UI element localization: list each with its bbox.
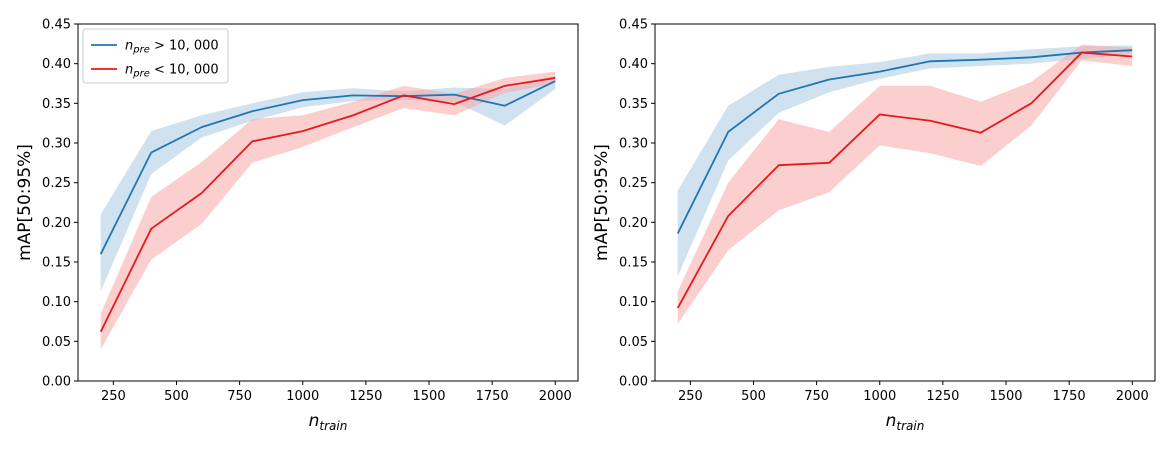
y-tick-label: 0.45 — [42, 18, 71, 33]
y-tick-label: 0.20 — [619, 216, 648, 231]
y-tick-label: 0.10 — [619, 295, 648, 310]
series-2-confidence-band — [100, 71, 556, 350]
y-tick-label: 0.20 — [42, 216, 71, 231]
y-tick-label: 0.25 — [42, 176, 71, 191]
x-tick-label: 1750 — [476, 389, 509, 404]
y-tick-label: 0.35 — [42, 97, 71, 112]
y-tick-label: 0.25 — [619, 176, 648, 191]
panel-2: 250 500 750 1000 1250 1500 1750 2000 0.00 0.05 0.1… — [592, 18, 1156, 433]
x-tick-label: 1500 — [989, 389, 1022, 404]
x-tick-label: 500 — [164, 389, 189, 404]
plot-frame — [77, 23, 579, 382]
x-tick-label: 1000 — [863, 389, 896, 404]
x-tick-label: 1250 — [926, 389, 959, 404]
legend: npre > 10, 000 npre < 10, 000 — [82, 28, 229, 84]
y-tick-label: 0.30 — [619, 137, 648, 152]
x-tick-label: 750 — [227, 389, 252, 404]
x-tick-label: 250 — [101, 389, 126, 404]
x-tick-label: 250 — [678, 389, 703, 404]
series-1-confidence-band — [677, 45, 1133, 277]
x-tick-label: 1500 — [412, 389, 445, 404]
x-axis-title: ntrain — [886, 411, 925, 433]
y-tick-label: 0.40 — [619, 57, 648, 72]
y-tick-label: 0.05 — [42, 335, 71, 350]
panel-1: 250 500 750 1000 1250 1500 1750 2000 0.00 0.05 0.1… — [15, 18, 579, 433]
y-tick-label: 0.35 — [619, 97, 648, 112]
y-axis-title: mAP[50:95%] — [592, 144, 612, 261]
legend-label-2: npre < 10, 000 — [125, 63, 219, 80]
y-tick-label: 0.40 — [42, 57, 71, 72]
series-1-line — [99, 80, 556, 255]
x-tick-label: 1750 — [1053, 389, 1086, 404]
y-tick-label: 0.45 — [619, 18, 648, 33]
series-2-confidence-band — [677, 44, 1133, 324]
y-tick-label: 0.15 — [42, 256, 71, 271]
legend-box — [82, 28, 229, 84]
series-1-line — [676, 49, 1133, 234]
series-2-line — [99, 77, 556, 333]
y-tick-label: 0.00 — [42, 375, 71, 390]
x-tick-label: 750 — [804, 389, 829, 404]
y-tick-label: 0.00 — [619, 375, 648, 390]
series-1-confidence-band — [100, 75, 556, 292]
y-tick-label: 0.30 — [42, 137, 71, 152]
series-2-line — [676, 51, 1133, 309]
x-tick-label: 1250 — [349, 389, 382, 404]
x-tick-label: 1000 — [286, 389, 319, 404]
y-tick-label: 0.10 — [42, 295, 71, 310]
legend-label-1: npre > 10, 000 — [125, 39, 219, 56]
plot-frame — [654, 23, 1156, 382]
x-tick-label: 2000 — [1116, 389, 1149, 404]
x-axis-title: ntrain — [309, 411, 348, 433]
y-tick-label: 0.05 — [619, 335, 648, 350]
x-tick-label: 500 — [741, 389, 766, 404]
y-tick-label: 0.15 — [619, 256, 648, 271]
x-tick-label: 2000 — [539, 389, 572, 404]
y-axis-title: mAP[50:95%] — [15, 144, 35, 261]
